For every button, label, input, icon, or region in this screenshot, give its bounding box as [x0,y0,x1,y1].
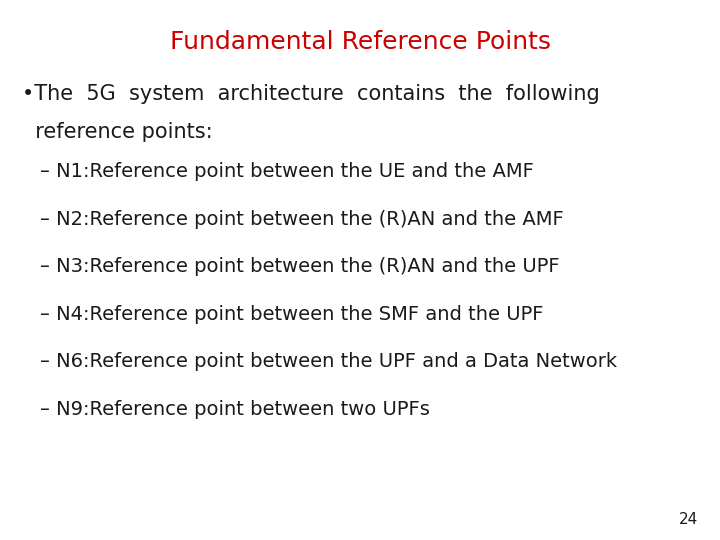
Text: 24: 24 [679,511,698,526]
Text: – N4:Reference point between the SMF and the UPF: – N4:Reference point between the SMF and… [40,305,543,323]
Text: – N3:Reference point between the (R)AN and the UPF: – N3:Reference point between the (R)AN a… [40,257,559,276]
Text: – N1:Reference point between the UE and the AMF: – N1:Reference point between the UE and … [40,162,534,181]
Text: – N9:Reference point between two UPFs: – N9:Reference point between two UPFs [40,400,429,419]
Text: – N6:Reference point between the UPF and a Data Network: – N6:Reference point between the UPF and… [40,352,617,371]
Text: reference points:: reference points: [22,122,212,141]
Text: Fundamental Reference Points: Fundamental Reference Points [169,30,551,53]
Text: – N2:Reference point between the (R)AN and the AMF: – N2:Reference point between the (R)AN a… [40,210,563,228]
Text: •The  5G  system  architecture  contains  the  following: •The 5G system architecture contains the… [22,84,599,104]
